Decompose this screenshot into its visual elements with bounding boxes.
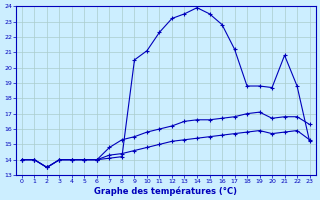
X-axis label: Graphe des températures (°C): Graphe des températures (°C) <box>94 186 237 196</box>
